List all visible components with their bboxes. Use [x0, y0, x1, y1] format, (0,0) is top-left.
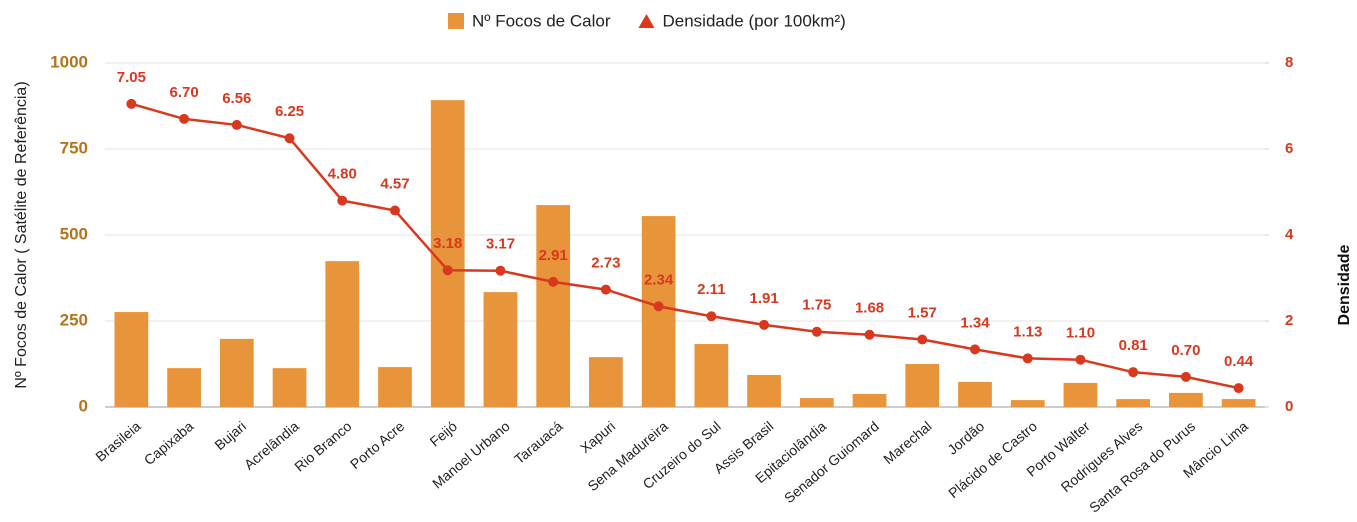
- data-label: 2.91: [539, 247, 568, 264]
- line-point: [970, 344, 980, 355]
- line-point: [1022, 353, 1033, 364]
- y-tick-label: 500: [60, 224, 88, 243]
- bar: [325, 261, 360, 407]
- bar: [958, 381, 992, 407]
- x-tick-label: Capixaba: [141, 418, 197, 468]
- line-point: [600, 284, 611, 295]
- data-label: 6.56: [222, 90, 251, 107]
- data-label: 6.25: [275, 103, 304, 120]
- line-point: [284, 133, 295, 144]
- bar: [589, 357, 623, 407]
- data-label: 4.80: [328, 166, 357, 183]
- line-point: [917, 334, 928, 345]
- legend-label: Densidade (por 100km²): [662, 11, 845, 30]
- bar: [219, 338, 254, 407]
- bar: [799, 398, 834, 407]
- data-label: 7.05: [117, 69, 146, 86]
- line-point: [337, 195, 348, 206]
- bar: [905, 364, 940, 407]
- data-label: 3.17: [486, 236, 515, 253]
- data-label: 0.44: [1224, 353, 1254, 370]
- bar: [378, 367, 412, 407]
- legend-swatch: [638, 14, 655, 28]
- line-point: [864, 329, 875, 340]
- y-tick-label: 1000: [50, 52, 88, 71]
- y2-axis-title: Densidade: [1336, 244, 1353, 325]
- line-point: [759, 319, 770, 330]
- bar: [536, 205, 571, 407]
- bar: [747, 375, 781, 407]
- line-point: [1233, 383, 1244, 394]
- bar: [694, 344, 729, 407]
- data-label: 1.10: [1066, 325, 1095, 342]
- x-tick-label: Marechal: [880, 418, 934, 467]
- x-tick-label: Porto Acre: [347, 418, 408, 472]
- bar: [430, 100, 465, 407]
- bar: [114, 312, 149, 407]
- line-point: [390, 205, 400, 216]
- line-point: [1128, 367, 1139, 378]
- x-tick-label: Xapuri: [577, 418, 618, 456]
- bar: [1169, 392, 1203, 407]
- bar: [852, 393, 887, 407]
- bar: [272, 368, 307, 407]
- data-label: 1.13: [1013, 323, 1042, 340]
- x-tick-label: Tarauacá: [511, 418, 566, 467]
- data-label: 2.73: [591, 255, 620, 272]
- y-axis-title: Nº Focos de Calor ( Satélite de Referênc…: [13, 81, 30, 388]
- y2-tick-label: 0: [1285, 398, 1293, 415]
- y2-tick-label: 6: [1285, 140, 1293, 157]
- x-tick-label: Feijó: [426, 418, 460, 450]
- data-label: 1.57: [908, 304, 937, 321]
- legend-swatch: [448, 13, 464, 29]
- x-tick-label: Bujari: [211, 418, 249, 453]
- data-label: 2.34: [644, 271, 674, 288]
- line-point: [1075, 354, 1086, 365]
- line-point: [548, 276, 559, 287]
- data-label: 4.57: [380, 175, 409, 192]
- bar: [1010, 400, 1045, 407]
- line-point: [811, 326, 822, 337]
- bar: [641, 216, 676, 407]
- x-tick-label: Senador Guiomard: [781, 418, 882, 506]
- data-label: 3.18: [433, 235, 462, 252]
- x-tick-label: Plácido de Castro: [945, 418, 1040, 501]
- data-label: 0.81: [1119, 337, 1148, 354]
- data-label: 1.75: [802, 297, 831, 314]
- y-tick-label: 750: [60, 138, 88, 157]
- line-point: [442, 265, 453, 276]
- data-label: 6.70: [169, 84, 198, 101]
- bar: [167, 368, 201, 407]
- x-tick-label: Rio Branco: [291, 418, 355, 475]
- data-label: 1.34: [960, 314, 990, 331]
- line: [131, 102, 1239, 390]
- line-point: [653, 301, 664, 312]
- line-point: [231, 119, 242, 130]
- line-point: [495, 265, 506, 276]
- y-tick-label: 0: [79, 396, 88, 415]
- y2-tick-label: 2: [1285, 312, 1293, 329]
- data-label: 2.11: [697, 281, 725, 298]
- data-label: 1.68: [855, 300, 884, 317]
- bar: [1116, 399, 1151, 407]
- bar: [1063, 382, 1098, 407]
- y2-tick-label: 8: [1285, 54, 1293, 71]
- line-point: [179, 113, 190, 124]
- line-point: [1180, 371, 1191, 382]
- x-tick-label: Jordão: [944, 418, 987, 458]
- y-tick-label: 250: [60, 310, 88, 329]
- legend-label: Nº Focos de Calor: [472, 11, 611, 30]
- line-point: [126, 98, 137, 109]
- y2-tick-label: 4: [1285, 226, 1294, 243]
- x-tick-label: Brasileia: [92, 418, 144, 465]
- data-label: 1.91: [749, 290, 778, 307]
- bar: [483, 292, 518, 407]
- data-label: 0.70: [1171, 342, 1200, 359]
- line-point: [706, 311, 717, 322]
- bar: [1221, 399, 1256, 407]
